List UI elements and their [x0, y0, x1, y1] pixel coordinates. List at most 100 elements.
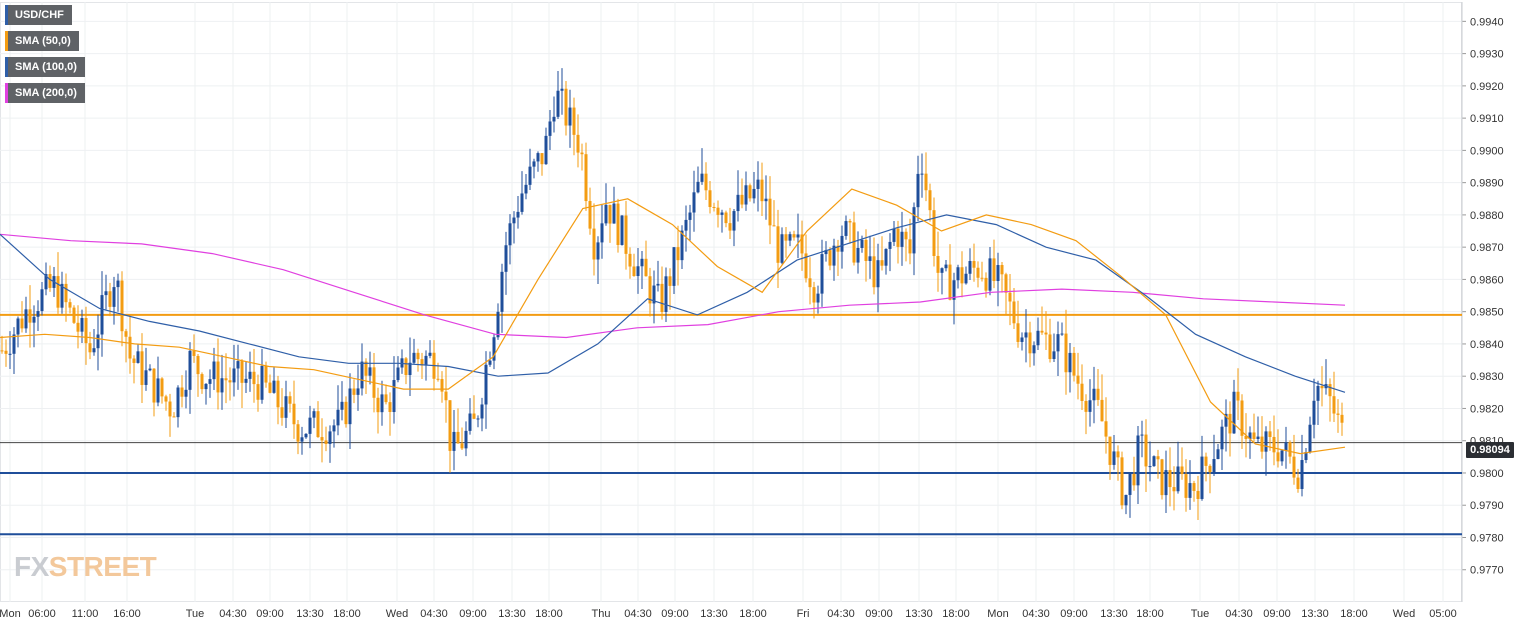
candle-body	[720, 212, 724, 215]
legend-label: USD/CHF	[15, 9, 64, 21]
candle-body	[384, 394, 388, 403]
candle-body	[1132, 473, 1136, 486]
candle-body	[1128, 473, 1132, 495]
candle-body	[128, 336, 132, 359]
candle-body	[596, 242, 600, 260]
candle-body	[584, 154, 588, 202]
candle-body	[1212, 459, 1216, 473]
candle-body	[508, 223, 512, 246]
candle-body	[4, 350, 8, 354]
candle-body	[1320, 385, 1324, 389]
candle-body	[784, 234, 788, 241]
x-tick-label: 04:30	[1225, 608, 1253, 620]
x-tick-label: 05:00	[1429, 608, 1457, 620]
candle-body	[632, 266, 636, 277]
candle-body	[84, 318, 88, 344]
candle-body	[64, 283, 68, 303]
candle-body	[576, 134, 580, 153]
candle-body	[208, 379, 212, 384]
candle-body	[1196, 490, 1200, 499]
candle-body	[1056, 334, 1060, 352]
candle-body	[560, 88, 564, 91]
candle-body	[1292, 456, 1296, 478]
x-tick-label: Tue	[186, 608, 205, 620]
candle-body	[860, 239, 864, 248]
y-tick-label: 0.9940	[1470, 16, 1504, 28]
candle-body	[592, 228, 596, 260]
candle-body	[1080, 383, 1084, 401]
candle-body	[280, 407, 284, 418]
candle-body	[328, 431, 332, 444]
candle-body	[48, 274, 52, 288]
candle-body	[620, 215, 624, 245]
candle-body	[736, 194, 740, 212]
legend-item-sma-100[interactable]: SMA (100,0)	[5, 57, 85, 77]
candle-body	[188, 350, 192, 390]
candle-body	[768, 198, 772, 226]
candle-body	[1288, 442, 1292, 457]
candle-body	[276, 380, 280, 408]
candle-body	[288, 396, 292, 404]
candle-body	[544, 135, 548, 165]
candle-body	[200, 374, 204, 390]
y-tick-label: 0.9800	[1470, 468, 1504, 480]
candle-body	[184, 389, 188, 397]
candle-body	[1172, 487, 1176, 492]
candle-body	[948, 264, 952, 300]
candle-body	[336, 409, 340, 426]
legend-item-sma-50[interactable]: SMA (50,0)	[5, 31, 79, 51]
x-tick-label: 13:30	[1100, 608, 1128, 620]
candle-body	[244, 378, 248, 383]
candle-body	[416, 352, 420, 360]
legend-item-usdchf[interactable]: USD/CHF	[5, 5, 72, 25]
candle-body	[204, 383, 208, 390]
candle-body	[940, 268, 944, 273]
candle-body	[520, 193, 524, 212]
candle-body	[512, 217, 516, 224]
candle-body	[308, 417, 312, 434]
candle-body	[536, 153, 540, 162]
candle-body	[44, 274, 48, 290]
candle-body	[808, 278, 812, 288]
candle-body	[912, 207, 916, 254]
candle-body	[936, 255, 940, 273]
candle-body	[1064, 333, 1068, 373]
x-tick-label: 09:00	[661, 608, 689, 620]
candle-body	[928, 190, 932, 211]
candle-body	[920, 173, 924, 175]
candle-body	[960, 267, 964, 284]
candle-body	[248, 371, 252, 379]
candle-body	[316, 411, 320, 438]
candle-body	[152, 368, 156, 403]
candle-body	[1100, 399, 1104, 422]
candle-body	[776, 226, 780, 263]
x-tick-label: 13:30	[700, 608, 728, 620]
legend-item-sma-200[interactable]: SMA (200,0)	[5, 83, 85, 103]
x-tick-label: 09:00	[1263, 608, 1291, 620]
candle-body	[424, 355, 428, 366]
candle-body	[1160, 459, 1164, 496]
candle-body	[672, 247, 676, 286]
candle-body	[1192, 483, 1196, 491]
candle-body	[364, 361, 368, 376]
candle-body	[472, 413, 476, 419]
x-tick-label: 16:00	[113, 608, 141, 620]
candle-body	[640, 258, 644, 267]
candle-body	[708, 190, 712, 207]
x-tick-label: Fri	[797, 608, 810, 620]
candle-body	[320, 437, 324, 441]
candle-body	[1312, 400, 1316, 425]
candle-body	[240, 361, 244, 383]
candle-body	[1076, 375, 1080, 384]
y-tick-label: 0.9820	[1470, 403, 1504, 415]
candle-body	[644, 258, 648, 277]
candle-body	[464, 430, 468, 449]
y-tick-label: 0.9860	[1470, 274, 1504, 286]
candle-body	[460, 443, 464, 449]
x-tick-label: 18:00	[535, 608, 563, 620]
candle-body	[40, 289, 44, 312]
candle-body	[1220, 426, 1224, 450]
candle-body	[624, 215, 628, 254]
candle-body	[468, 413, 472, 431]
candle-body	[680, 230, 684, 261]
